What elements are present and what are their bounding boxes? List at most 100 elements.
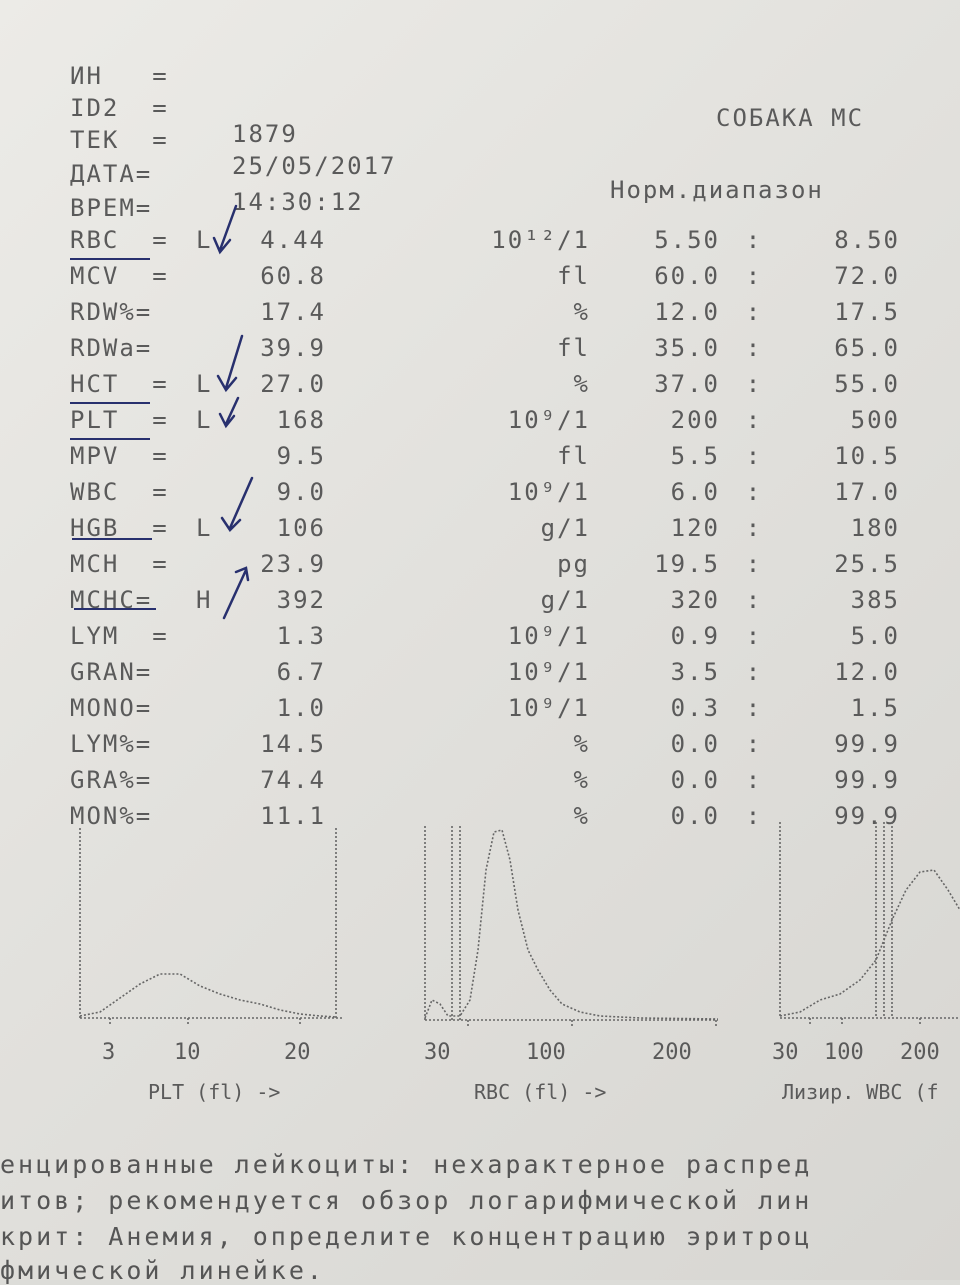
- plt-axis-label: PLT (fl) ->: [148, 1080, 281, 1104]
- range-high: 1.5: [850, 694, 900, 722]
- range-low: 37.0: [654, 370, 720, 398]
- result-value: 27.0: [260, 370, 326, 398]
- range-separator: :: [745, 730, 763, 758]
- range-low: 12.0: [654, 298, 720, 326]
- result-unit: %: [573, 370, 590, 398]
- range-high: 99.9: [834, 766, 900, 794]
- range-low: 0.9: [670, 622, 720, 650]
- range-separator: :: [745, 478, 763, 506]
- range-separator: :: [745, 658, 763, 686]
- result-value: 74.4: [260, 766, 326, 794]
- range-low: 5.50: [654, 226, 720, 254]
- species-label: СОБАКА МС: [716, 104, 865, 132]
- range-high: 12.0: [834, 658, 900, 686]
- rbc-tick-2: 200: [652, 1040, 692, 1065]
- range-high: 17.0: [834, 478, 900, 506]
- result-value: 17.4: [260, 298, 326, 326]
- result-value: 392: [276, 586, 326, 614]
- result-flag: L: [196, 226, 213, 254]
- pen-underline-plt: [70, 438, 150, 440]
- result-name: RDW%=: [70, 298, 153, 326]
- result-unit: g/1: [540, 586, 590, 614]
- range-low: 120: [670, 514, 720, 542]
- range-separator: :: [745, 442, 763, 470]
- range-separator: :: [745, 226, 763, 254]
- wbc-curve: [779, 869, 960, 1017]
- range-separator: :: [745, 802, 763, 830]
- result-name: MCV =: [70, 262, 169, 290]
- pen-arrow-mchc: [222, 566, 250, 620]
- rbc-tick-1: 100: [526, 1040, 566, 1065]
- range-low: 60.0: [654, 262, 720, 290]
- range-high: 55.0: [834, 370, 900, 398]
- note-line-3: крит: Анемия, определите концентрацию эр…: [0, 1222, 813, 1251]
- result-flag: L: [196, 514, 213, 542]
- range-low: 200: [670, 406, 720, 434]
- result-name: PLT =: [70, 406, 169, 434]
- result-value: 106: [276, 514, 326, 542]
- result-unit: %: [573, 802, 590, 830]
- result-unit: 10⁹/1: [507, 478, 590, 506]
- result-unit: g/1: [540, 514, 590, 542]
- pen-underline-hct: [70, 402, 150, 404]
- range-high: 8.50: [834, 226, 900, 254]
- range-high: 99.9: [834, 730, 900, 758]
- pen-underline-rbc: [70, 258, 150, 260]
- field-label-date: ДАТА=: [70, 160, 153, 188]
- result-name: MPV =: [70, 442, 169, 470]
- field-value-time: 14:30:12: [232, 188, 364, 216]
- range-high: 10.5: [834, 442, 900, 470]
- result-name: HCT =: [70, 370, 169, 398]
- range-high: 385: [850, 586, 900, 614]
- range-high: 180: [850, 514, 900, 542]
- range-low: 0.0: [670, 766, 720, 794]
- result-value: 9.5: [276, 442, 326, 470]
- range-title: Норм.диапазон: [610, 176, 824, 204]
- range-high: 65.0: [834, 334, 900, 362]
- result-name: GRAN=: [70, 658, 153, 686]
- result-unit: 10⁹/1: [507, 622, 590, 650]
- range-low: 19.5: [654, 550, 720, 578]
- range-low: 5.5: [670, 442, 720, 470]
- result-unit: 10⁹/1: [507, 406, 590, 434]
- result-unit: fl: [557, 442, 590, 470]
- field-label-time: ВРЕМ=: [70, 194, 153, 222]
- result-value: 1.0: [276, 694, 326, 722]
- plt-tick-2: 20: [284, 1040, 311, 1065]
- rbc-tick-0: 30: [424, 1040, 451, 1065]
- range-separator: :: [745, 262, 763, 290]
- range-separator: :: [745, 514, 763, 542]
- result-name: MON%=: [70, 802, 153, 830]
- result-value: 4.44: [260, 226, 326, 254]
- range-separator: :: [745, 334, 763, 362]
- result-name: WBC =: [70, 478, 169, 506]
- plt-histogram: [79, 828, 342, 1026]
- pen-arrow-rbc: [212, 204, 238, 255]
- result-name: LYM =: [70, 622, 169, 650]
- result-unit: fl: [557, 262, 590, 290]
- field-label-id2: ID2 =: [70, 94, 169, 122]
- result-value: 39.9: [260, 334, 326, 362]
- pen-arrow-hct: [216, 334, 244, 393]
- result-unit: %: [573, 766, 590, 794]
- range-separator: :: [745, 550, 763, 578]
- note-line-2: итов; рекомендуется обзор логарифмическо…: [0, 1186, 813, 1215]
- result-value: 6.7: [276, 658, 326, 686]
- result-flag: L: [196, 406, 213, 434]
- wbc-tick-2: 200: [900, 1040, 940, 1065]
- result-value: 23.9: [260, 550, 326, 578]
- result-name: GRA%=: [70, 766, 153, 794]
- result-unit: pg: [557, 550, 590, 578]
- rbc-histogram: [424, 826, 719, 1028]
- wbc-axis-label: Лизир. WBC (f: [782, 1080, 939, 1104]
- range-high: 17.5: [834, 298, 900, 326]
- note-line-4: фмической линейке.: [0, 1256, 325, 1285]
- range-separator: :: [745, 766, 763, 794]
- result-name: LYM%=: [70, 730, 153, 758]
- range-separator: :: [745, 406, 763, 434]
- range-separator: :: [745, 370, 763, 398]
- result-value: 9.0: [276, 478, 326, 506]
- range-separator: :: [745, 694, 763, 722]
- rbc-axis-label: RBC (fl) ->: [474, 1080, 607, 1104]
